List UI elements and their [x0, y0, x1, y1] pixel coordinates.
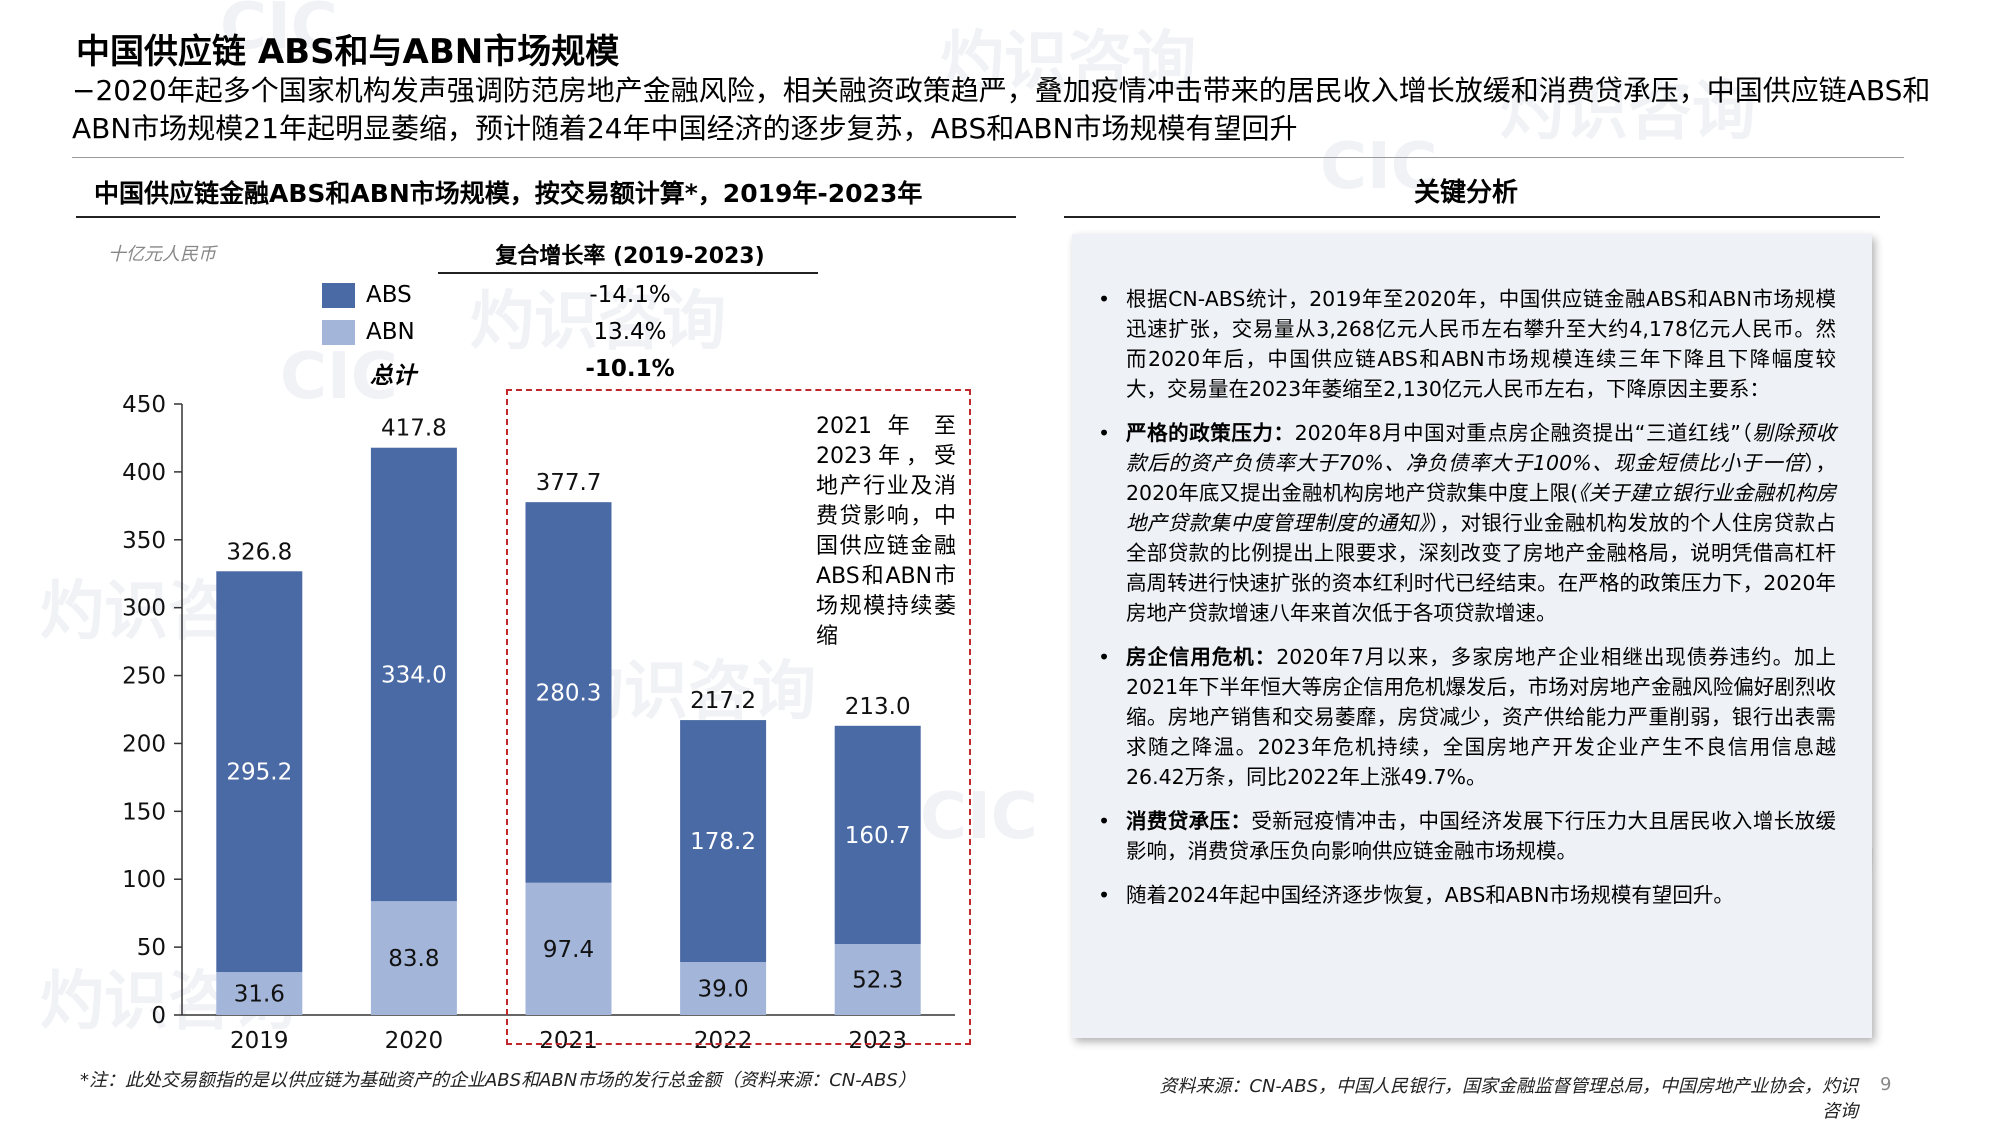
data-label-total: 217.2 [690, 688, 756, 714]
bar-abn [370, 901, 457, 1015]
chart-heading: 中国供应链金融ABS和ABN市场规模，按交易额计算*，2019年-2023年 [94, 179, 923, 208]
data-label-abs: 178.2 [690, 829, 756, 855]
x-tick-label: 2022 [694, 1028, 753, 1054]
y-tick-label: 350 [122, 528, 166, 554]
data-label-total: 377.7 [536, 470, 602, 496]
analysis-bullet: 根据CN-ABS统计，2019年至2020年，中国供应链金融ABS和ABN市场规… [1098, 284, 1836, 404]
bar-abs [370, 447, 457, 902]
x-tick-label: 2023 [848, 1028, 907, 1054]
source-note: 资料来源：CN-ABS，中国人民银行，国家金融监督管理总局，中国房地产业协会，灼… [1159, 1076, 1858, 1122]
data-label-abs: 295.2 [226, 760, 292, 786]
highlight-box [506, 389, 971, 1045]
header-divider [72, 157, 1904, 158]
data-label-abn: 83.8 [388, 946, 439, 972]
bar-abn [216, 972, 303, 1015]
data-label-abn: 39.0 [697, 977, 748, 1003]
analysis-bullet: 随着2024年起中国经济逐步恢复，ABS和ABN市场规模有望回升。 [1098, 880, 1836, 910]
analysis-bullet: 消费贷承压：受新冠疫情冲击，中国经济发展下行压力大且居民收入增长放缓影响，消费贷… [1098, 806, 1836, 866]
bar-abn [525, 882, 612, 1015]
footnote: *注：此处交易额指的是以供应链为基础资产的企业ABS和ABN市场的发行总金额（资… [80, 1070, 916, 1091]
legend-label-abn: ABN [366, 319, 415, 345]
page-subtitle: −2020年起多个国家机构发声强调防范房地产金融风险，相关融资政策趋严，叠加疫情… [72, 74, 1931, 145]
bar-abs [680, 720, 767, 963]
page-title: 中国供应链 ABS和与ABN市场规模 [76, 32, 620, 72]
cagr-value-abn: 13.4% [593, 319, 667, 345]
bar-abs [834, 725, 921, 944]
bullet-lead: 严格的政策压力： [1126, 421, 1295, 445]
x-tick-label: 2021 [539, 1028, 598, 1054]
data-label-abs: 334.0 [381, 662, 447, 688]
cagr-value-total: -10.1% [585, 356, 675, 382]
unit-label: 十亿元人民币 [108, 244, 216, 265]
cagr-title: 复合增长率 (2019-2023) [495, 244, 765, 269]
data-label-total: 326.8 [226, 539, 292, 565]
analysis-panel: 根据CN-ABS统计，2019年至2020年，中国供应链金融ABS和ABN市场规… [1072, 234, 1872, 1038]
legend-swatch-abs [322, 283, 355, 308]
y-tick-label: 450 [122, 392, 166, 418]
analysis-bullet: 房企信用危机：2020年7月以来，多家房地产企业相继出现债券违约。加上2021年… [1098, 642, 1836, 792]
x-tick-label: 2020 [385, 1028, 444, 1054]
bullet-lead: 房企信用危机： [1126, 645, 1277, 669]
data-label-total: 213.0 [845, 694, 911, 720]
y-tick-label: 300 [122, 596, 166, 622]
bar-abn [680, 962, 767, 1015]
data-label-total: 417.8 [381, 416, 447, 442]
cagr-divider [438, 272, 818, 274]
y-tick-label: 50 [137, 935, 166, 961]
legend-label-abs: ABS [366, 282, 412, 308]
bullet-lead: 消费贷承压： [1126, 809, 1252, 833]
analysis-bullet: 严格的政策压力：2020年8月中国对重点房企融资提出“三道红线”（剔除预收款后的… [1098, 418, 1836, 628]
cagr-value-abs: -14.1% [589, 282, 671, 308]
data-label-abn: 52.3 [852, 967, 903, 993]
data-label-abs: 160.7 [845, 823, 911, 849]
legend-label-total: 总计 [370, 363, 416, 389]
chart-annotation: 2021 年 至 2023年，受地产行业及消费贷影响，中国供应链金融ABS和AB… [816, 414, 956, 649]
analysis-heading-divider [1064, 216, 1880, 218]
data-label-abn: 31.6 [234, 982, 285, 1008]
y-tick-label: 250 [122, 664, 166, 690]
stacked-bar-chart: 0 50 100 150 200 250 300 350 400 450 31.6 295.2 326.… [122, 392, 955, 1054]
y-tick-label: 0 [151, 1003, 166, 1029]
y-tick-label: 200 [122, 731, 166, 757]
data-label-abs: 280.3 [536, 680, 602, 706]
legend-swatch-abn [322, 320, 355, 345]
y-tick-label: 150 [122, 799, 166, 825]
y-tick-label: 100 [122, 867, 166, 893]
data-label-abn: 97.4 [543, 937, 594, 963]
bar-abs [216, 571, 303, 973]
bar-abn [834, 943, 921, 1015]
bar-abs [525, 502, 612, 883]
x-tick-label: 2019 [230, 1028, 289, 1054]
chart-heading-divider [76, 216, 1016, 218]
page-number: 9 [1880, 1074, 1892, 1095]
y-tick-label: 400 [122, 460, 166, 486]
analysis-heading: 关键分析 [1414, 178, 1519, 208]
